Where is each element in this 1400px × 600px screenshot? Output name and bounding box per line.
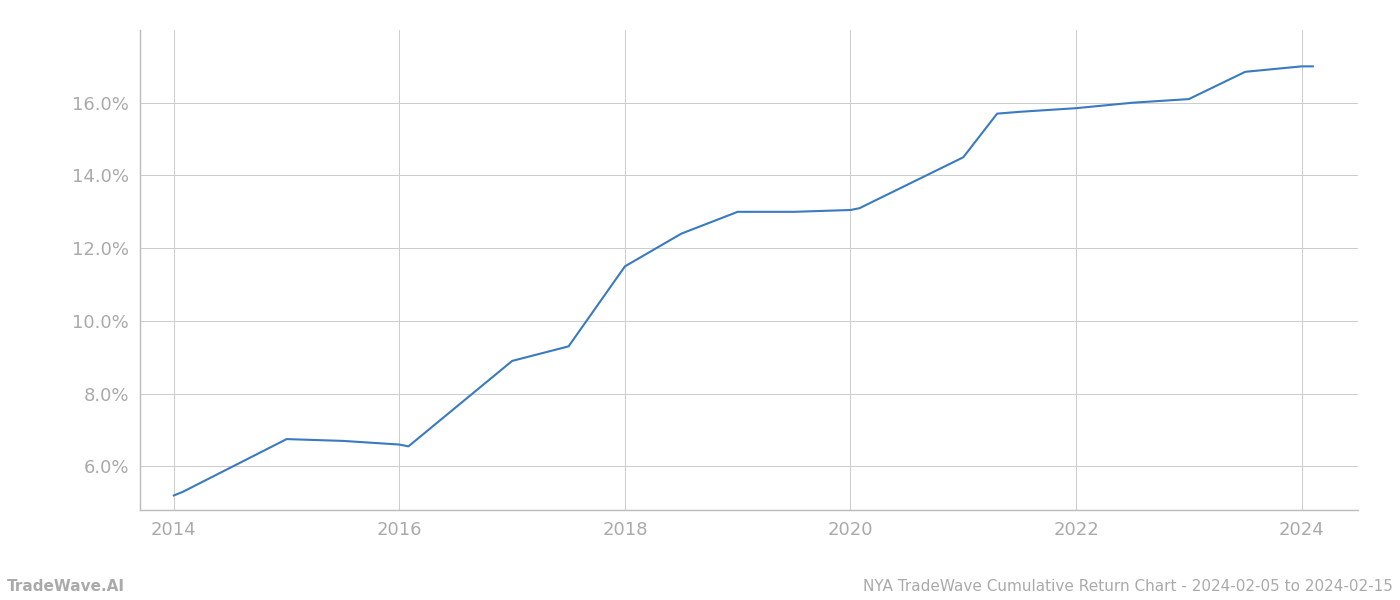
Text: TradeWave.AI: TradeWave.AI [7, 579, 125, 594]
Text: NYA TradeWave Cumulative Return Chart - 2024-02-05 to 2024-02-15: NYA TradeWave Cumulative Return Chart - … [864, 579, 1393, 594]
